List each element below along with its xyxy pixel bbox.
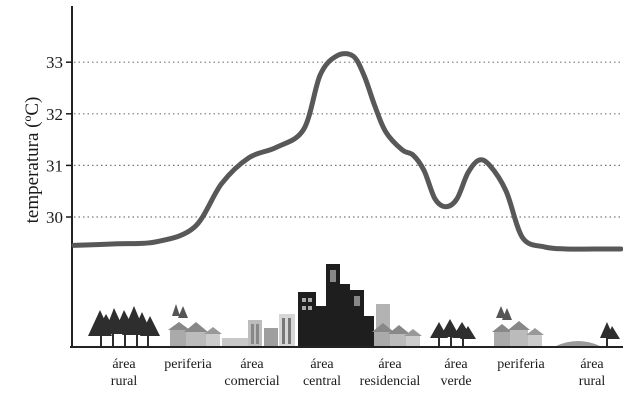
y-tick-label: 30 <box>46 208 63 227</box>
y-tick-label: 31 <box>46 156 63 175</box>
central-skyscrapers <box>298 264 374 346</box>
landscape-illustration <box>88 264 620 346</box>
rural-trees-right <box>556 322 620 346</box>
rural-trees-left <box>88 306 160 346</box>
y-axis-title: temperatura (ºC) <box>22 97 43 224</box>
zone-label: área verde <box>440 357 471 389</box>
periphery-houses-right <box>492 306 544 346</box>
zone-labels: área rural periferia área comercial área centr… <box>111 357 606 389</box>
residential-houses <box>372 304 422 346</box>
periphery-houses-left <box>168 304 222 346</box>
zone-label: periferia <box>164 357 212 372</box>
y-tick-label: 32 <box>46 105 63 124</box>
zone-label: área central <box>303 357 341 389</box>
green-area-trees <box>430 319 476 346</box>
zone-label: área comercial <box>224 357 279 389</box>
gridlines <box>74 61 621 218</box>
zone-label: periferia <box>497 357 545 372</box>
y-axis-ticks: 30 31 32 33 <box>46 53 72 227</box>
temperature-curve <box>71 51 623 252</box>
zone-label: área residencial <box>360 357 421 389</box>
zone-label: área rural <box>111 357 138 389</box>
commercial-buildings <box>222 314 295 346</box>
y-tick-label: 33 <box>46 53 63 72</box>
zone-label: área rural <box>579 357 606 389</box>
